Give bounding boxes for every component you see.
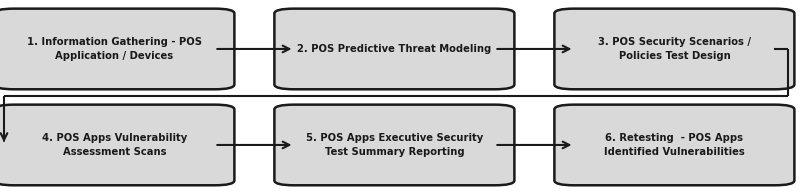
Text: 2. POS Predictive Threat Modeling: 2. POS Predictive Threat Modeling <box>298 44 491 54</box>
Text: 5. POS Apps Executive Security
Test Summary Reporting: 5. POS Apps Executive Security Test Summ… <box>306 133 483 157</box>
FancyBboxPatch shape <box>274 105 514 185</box>
Text: 1. Information Gathering - POS
Application / Devices: 1. Information Gathering - POS Applicati… <box>27 37 202 61</box>
Text: 4. POS Apps Vulnerability
Assessment Scans: 4. POS Apps Vulnerability Assessment Sca… <box>42 133 187 157</box>
FancyBboxPatch shape <box>554 9 794 89</box>
Text: 6. Retesting  - POS Apps
Identified Vulnerabilities: 6. Retesting - POS Apps Identified Vulne… <box>604 133 745 157</box>
FancyBboxPatch shape <box>554 105 794 185</box>
Text: 3. POS Security Scenarios /
Policies Test Design: 3. POS Security Scenarios / Policies Tes… <box>598 37 751 61</box>
FancyBboxPatch shape <box>0 9 234 89</box>
FancyBboxPatch shape <box>0 105 234 185</box>
FancyBboxPatch shape <box>274 9 514 89</box>
